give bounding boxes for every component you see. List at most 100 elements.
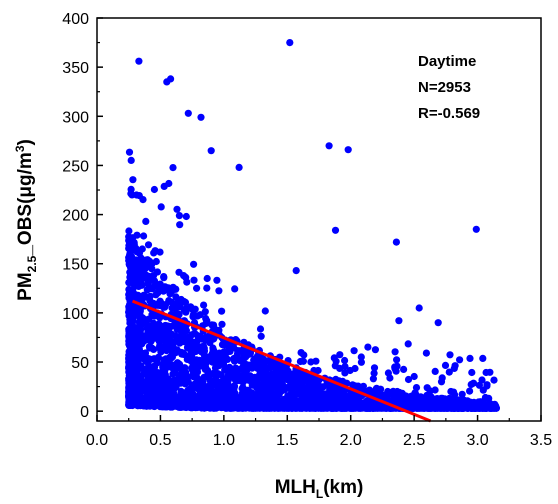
data-point (350, 347, 358, 355)
data-point (151, 247, 159, 255)
x-tick-label: 1.5 (276, 432, 298, 449)
data-point (132, 191, 141, 199)
data-point (283, 384, 291, 392)
data-point (183, 335, 191, 343)
data-point (183, 278, 191, 286)
data-point (458, 390, 466, 398)
data-point (192, 347, 200, 356)
data-point (249, 398, 257, 406)
data-point (392, 238, 400, 246)
data-point (217, 349, 225, 358)
data-point (166, 361, 174, 369)
data-point (404, 375, 413, 384)
data-point (479, 386, 487, 394)
data-point (173, 336, 181, 344)
data-point (225, 366, 233, 374)
data-point (189, 313, 197, 321)
data-point (456, 356, 464, 364)
data-point (129, 344, 137, 352)
data-point (169, 391, 178, 399)
data-point (175, 212, 183, 220)
data-point (179, 389, 187, 397)
annotation-daytime: Daytime (418, 53, 476, 70)
data-point (260, 378, 268, 386)
y-tick-label: 350 (62, 60, 89, 77)
data-point (256, 325, 265, 333)
data-point (150, 324, 158, 332)
data-point (225, 382, 233, 390)
data-point (244, 391, 252, 399)
data-point (391, 348, 399, 356)
data-point (386, 390, 394, 398)
data-point (203, 335, 211, 343)
data-point (331, 362, 339, 370)
data-point (445, 368, 453, 376)
data-point (434, 319, 442, 327)
data-point (422, 349, 430, 357)
data-point (260, 397, 268, 406)
data-point (486, 368, 494, 376)
data-point (341, 362, 349, 371)
data-point (280, 363, 288, 371)
data-point (157, 203, 165, 211)
data-point (161, 303, 169, 311)
data-point (149, 392, 157, 401)
data-point (144, 327, 152, 335)
y-tick-label: 250 (62, 158, 89, 175)
data-point (213, 276, 221, 284)
data-point (393, 356, 401, 364)
data-point (250, 380, 258, 388)
data-point (468, 368, 476, 377)
x-tick-label: 0.0 (86, 432, 108, 449)
data-point (283, 376, 291, 384)
data-point (154, 289, 162, 297)
data-point (492, 404, 500, 412)
data-point (137, 267, 145, 275)
data-point (159, 361, 167, 369)
x-tick-label: 3.5 (530, 432, 552, 449)
data-point (370, 364, 379, 372)
data-point (464, 397, 472, 405)
data-point (190, 339, 198, 347)
data-point (152, 257, 160, 266)
data-point (156, 280, 164, 288)
data-point (200, 301, 208, 309)
data-point (231, 285, 239, 293)
data-point (339, 388, 348, 396)
data-point (479, 354, 487, 362)
data-point (471, 404, 480, 412)
data-point (154, 301, 162, 309)
data-point (129, 176, 137, 184)
data-point (142, 367, 150, 375)
data-point (305, 375, 313, 383)
data-point (351, 364, 359, 373)
data-point (265, 404, 274, 412)
data-point (275, 399, 283, 407)
data-point (261, 307, 269, 315)
data-point (400, 365, 408, 373)
data-point (129, 263, 137, 271)
axis-ticks: 0.0 0.5 1.0 1.5 2.0 2.5 3.0 3.5 0 50 100 150 200 250 3… (62, 11, 552, 449)
data-point (125, 148, 134, 156)
data-point (203, 274, 211, 283)
data-point (349, 404, 357, 412)
data-point (395, 317, 403, 325)
data-point (339, 404, 347, 412)
data-point (165, 179, 173, 188)
data-point (428, 396, 436, 404)
data-point (125, 312, 133, 320)
data-point (186, 345, 194, 354)
data-point (176, 303, 184, 311)
data-point (153, 355, 161, 364)
data-point (219, 359, 227, 367)
data-point (244, 396, 252, 404)
data-point (139, 257, 147, 265)
data-point (171, 368, 179, 376)
data-point (218, 307, 226, 315)
data-point (206, 390, 214, 398)
data-point (210, 335, 218, 343)
data-point (415, 304, 423, 312)
data-point (404, 340, 412, 348)
data-point (126, 393, 134, 401)
